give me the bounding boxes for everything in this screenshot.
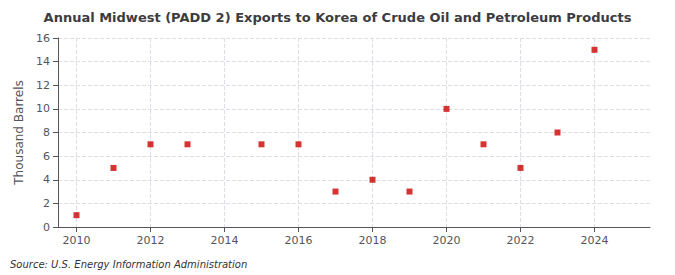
svg-text:2018: 2018 (359, 234, 387, 247)
svg-text:16: 16 (36, 32, 50, 45)
svg-text:2014: 2014 (211, 234, 239, 247)
svg-text:4: 4 (43, 173, 50, 186)
svg-text:2: 2 (43, 197, 50, 210)
svg-text:2024: 2024 (581, 234, 609, 247)
svg-text:0: 0 (43, 221, 50, 234)
svg-text:2010: 2010 (63, 234, 91, 247)
svg-text:2022: 2022 (507, 234, 535, 247)
svg-text:2020: 2020 (433, 234, 461, 247)
svg-text:6: 6 (43, 150, 50, 163)
svg-text:2012: 2012 (137, 234, 165, 247)
svg-text:2016: 2016 (285, 234, 313, 247)
svg-text:Source: U.S. Energy Informatio: Source: U.S. Energy Information Administ… (10, 259, 247, 270)
svg-text:8: 8 (43, 126, 50, 139)
svg-text:14: 14 (36, 55, 50, 68)
svg-text:10: 10 (36, 102, 50, 115)
svg-text:Thousand Barrels: Thousand Barrels (12, 80, 26, 185)
svg-text:Annual Midwest (PADD 2) Export: Annual Midwest (PADD 2) Exports to Korea… (44, 10, 632, 25)
svg-text:12: 12 (36, 79, 50, 92)
